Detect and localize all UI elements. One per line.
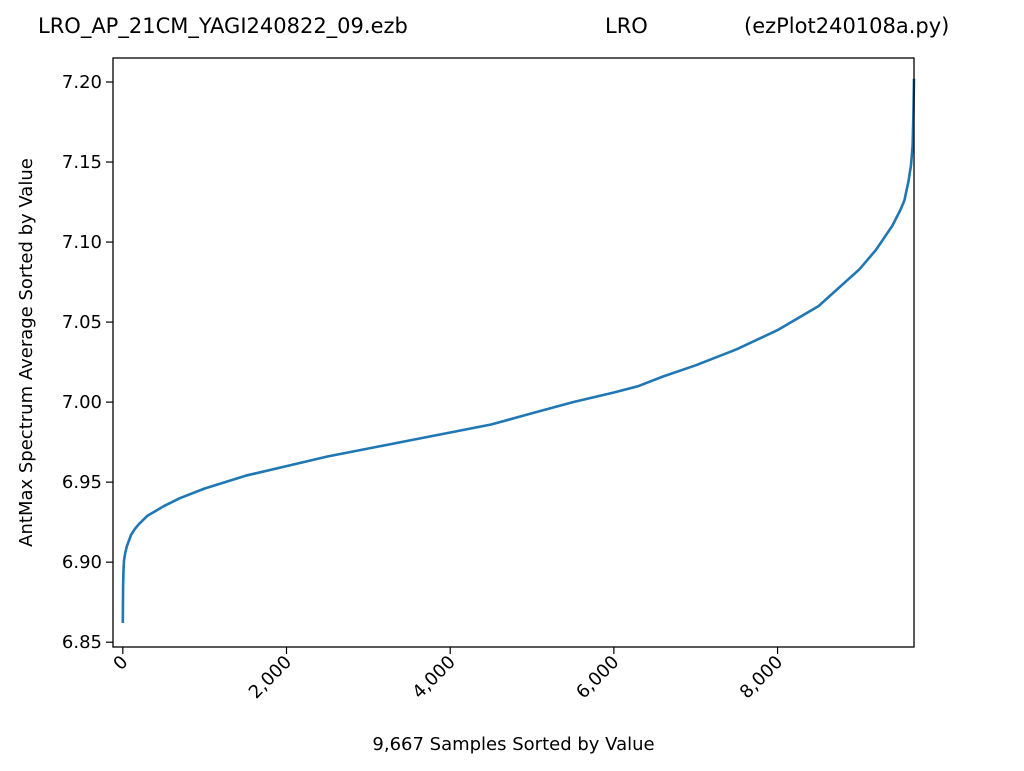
x-tick-label: 2,000 xyxy=(245,652,296,703)
y-tick-label: 6.95 xyxy=(62,472,102,493)
y-tick-label: 7.10 xyxy=(62,232,102,253)
plot-frame xyxy=(112,57,915,648)
x-axis: 0 2,000 4,000 6,000 8,000 xyxy=(109,647,787,703)
y-tick-label: 6.85 xyxy=(62,632,102,653)
chart-title-script: (ezPlot240108a.py) xyxy=(744,14,950,38)
y-axis: 6.85 6.90 6.95 7.00 7.05 7.10 7.15 7.20 xyxy=(62,72,113,653)
x-tick-label: 4,000 xyxy=(408,652,459,703)
y-tick-label: 7.05 xyxy=(62,312,102,333)
y-tick-label: 7.15 xyxy=(62,152,102,173)
chart-title-file: LRO_AP_21CM_YAGI240822_09.ezb xyxy=(38,14,408,38)
chart-title-site: LRO xyxy=(605,14,648,38)
x-tick-label: 6,000 xyxy=(572,652,623,703)
series-line xyxy=(121,78,916,624)
y-axis-label: AntMax Spectrum Average Sorted by Value xyxy=(16,158,37,547)
y-tick-label: 6.90 xyxy=(62,552,102,573)
y-tick-label: 7.00 xyxy=(62,392,102,413)
y-tick-label: 7.20 xyxy=(62,72,102,93)
x-axis-label: 9,667 Samples Sorted by Value xyxy=(372,734,654,755)
x-tick-label: 8,000 xyxy=(736,652,787,703)
x-tick-label: 0 xyxy=(109,652,132,675)
